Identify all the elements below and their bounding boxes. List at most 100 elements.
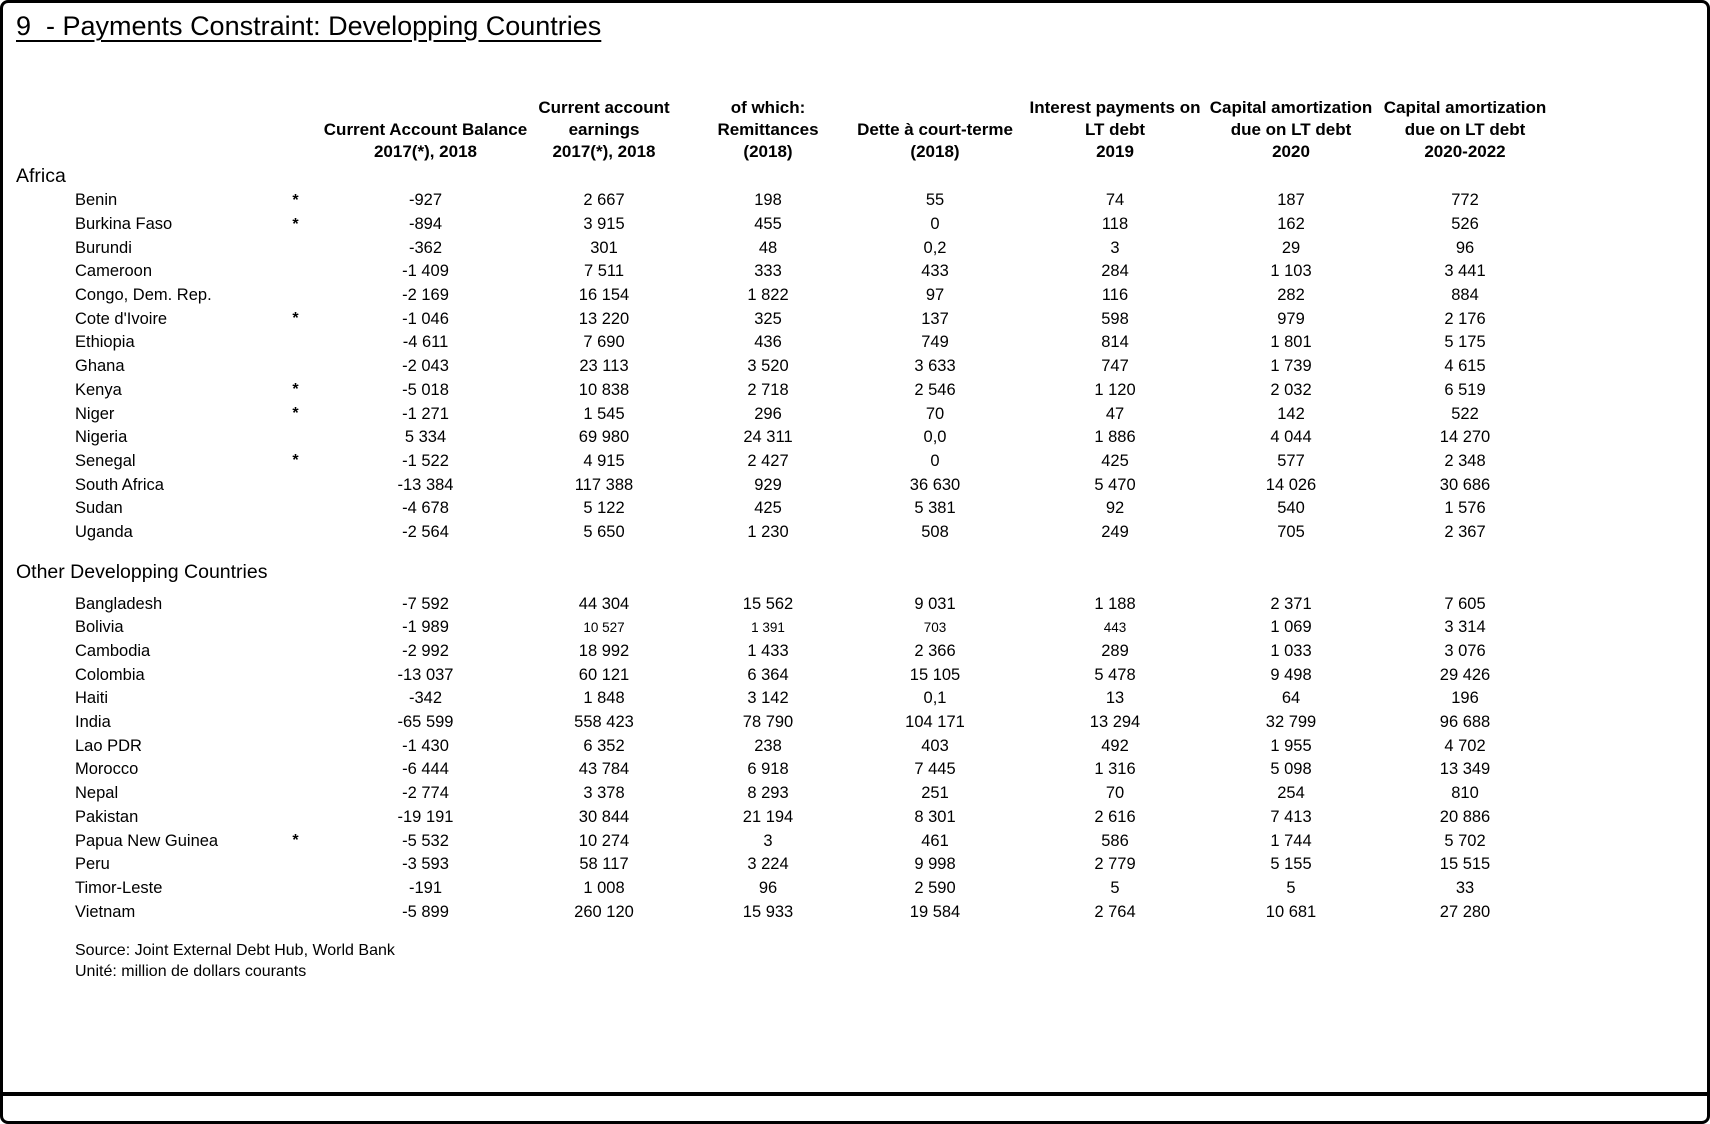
value-cell: 118 [1101,215,1129,234]
value-cell: 814 [1101,333,1129,352]
value-cell: 436 [754,333,782,352]
table-row: Senegal * -1 522 4 915 2 427 0 425 577 2 348 [3,450,1569,474]
value-cell: 104 171 [905,713,965,732]
value-cell: 1 886 [1094,428,1136,447]
value-cell: 10 681 [1265,902,1317,921]
value-cell: 282 [1277,286,1305,305]
value-cell: 2 366 [914,642,956,661]
value-cell: 2 176 [1444,309,1486,328]
value-cell: 7 605 [1444,594,1486,613]
value-cell: 15 933 [742,902,794,921]
table-row: Papua New Guinea * -5 532 10 274 3 461 586 1 74… [3,829,1569,853]
value-cell: 1 848 [583,689,625,708]
column-header-text: of which: Remittances (2018) [717,98,819,161]
value-cell: 747 [1101,357,1129,376]
country-label: Ghana [75,357,125,376]
value-cell: 0,2 [923,238,947,257]
value-cell: 1 069 [1270,618,1312,637]
value-cell: 15 515 [1439,855,1491,874]
value-cell: 8 301 [914,807,956,826]
value-cell: 4 615 [1444,357,1486,376]
table-row: Sudan -4 678 5 122 425 5 381 92 540 1 576 [3,497,1569,521]
value-cell: 29 426 [1439,665,1491,684]
value-cell: 461 [921,831,949,850]
value-cell: -3 593 [402,855,449,874]
value-cell: -19 191 [397,807,454,826]
value-cell: 5 470 [1094,475,1136,494]
country-label: Sudan [75,499,123,518]
value-cell: 1 230 [747,522,789,541]
table-row: Kenya * -5 018 10 838 2 718 2 546 1 120 2 032 6 … [3,379,1569,403]
value-cell: -1 989 [402,618,449,637]
value-cell: -2 169 [402,286,449,305]
value-cell: 27 280 [1439,902,1491,921]
country-label: India [75,713,111,732]
value-cell: 598 [1101,309,1129,328]
value-cell: 3 915 [583,215,625,234]
value-cell: 137 [921,309,949,328]
country-label: Bangladesh [75,594,163,613]
value-cell: -2 992 [402,642,449,661]
value-cell: 9 998 [914,855,956,874]
unit-note: Unité: million de dollars courants [75,963,307,981]
country-label: Ethiopia [75,333,135,352]
value-cell: 0,1 [923,689,947,708]
value-cell: 43 784 [578,760,630,779]
table-row: Bolivia -1 989 10 527 1 391 703 443 1 069 3 314 [3,616,1569,640]
value-cell: 2 764 [1094,902,1136,921]
value-cell: 5 650 [583,522,625,541]
column-header-capital-amortization-2020-2022: Capital amortization due on LT debt 2020… [1361,97,1569,163]
value-cell: 10 274 [578,831,630,850]
table-row: Cote d'Ivoire * -1 046 13 220 325 137 598 979 2 … [3,307,1569,331]
value-cell: 116 [1101,286,1129,305]
value-cell: 3 [1110,238,1120,257]
value-cell: 19 584 [909,902,961,921]
value-cell: 196 [1451,689,1479,708]
country-label: Cote d'Ivoire [75,309,168,328]
value-cell: -2 564 [402,522,449,541]
value-cell: 1 801 [1270,333,1312,352]
value-cell: 30 844 [578,807,630,826]
star-marker: * [292,381,299,399]
value-cell: 1 120 [1094,380,1136,399]
value-cell: 13 [1105,689,1125,708]
value-cell: 13 294 [1089,713,1141,732]
value-cell: 526 [1451,215,1479,234]
value-cell: 15 105 [909,665,961,684]
value-cell: 1 188 [1094,594,1136,613]
value-cell: -4 678 [402,499,449,518]
value-cell: 3 520 [747,357,789,376]
value-cell: 2 779 [1094,855,1136,874]
table-row: Peru -3 593 58 117 3 224 9 998 2 779 5 155 15 5… [3,853,1569,877]
value-cell: 5 381 [914,499,956,518]
value-cell: 15 562 [742,594,794,613]
table-row: Congo, Dem. Rep. -2 169 16 154 1 822 97 116 28… [3,284,1569,308]
value-cell: 18 992 [578,642,630,661]
value-cell: -1 522 [402,451,449,470]
value-cell: 162 [1277,215,1305,234]
value-cell: 4 915 [583,451,625,470]
value-cell: 492 [1101,736,1129,755]
table-row: Burkina Faso * -894 3 915 455 0 118 162 526 [3,213,1569,237]
value-cell: 884 [1451,286,1479,305]
column-header-text: Current account earnings 2017(*), 2018 [538,98,670,161]
value-cell: 64 [1281,689,1301,708]
value-cell: 142 [1277,404,1305,423]
value-cell: 5 478 [1094,665,1136,684]
value-cell: -6 444 [402,760,449,779]
country-label: Niger [75,404,115,423]
country-label: Morocco [75,760,139,779]
star-marker: * [292,215,299,233]
country-label: Peru [75,855,110,874]
value-cell: 29 [1281,238,1301,257]
value-cell: -191 [408,878,443,897]
value-cell: 1 103 [1270,262,1312,281]
value-cell: 3 314 [1444,618,1486,637]
value-cell: 1 739 [1270,357,1312,376]
value-cell: 117 388 [574,475,634,494]
value-cell: 3 224 [747,855,789,874]
table-row: Ethiopia -4 611 7 690 436 749 814 1 801 5 175 [3,331,1569,355]
value-cell: 289 [1101,642,1129,661]
column-header-text: Interest payments on LT debt 2019 [1029,98,1201,161]
